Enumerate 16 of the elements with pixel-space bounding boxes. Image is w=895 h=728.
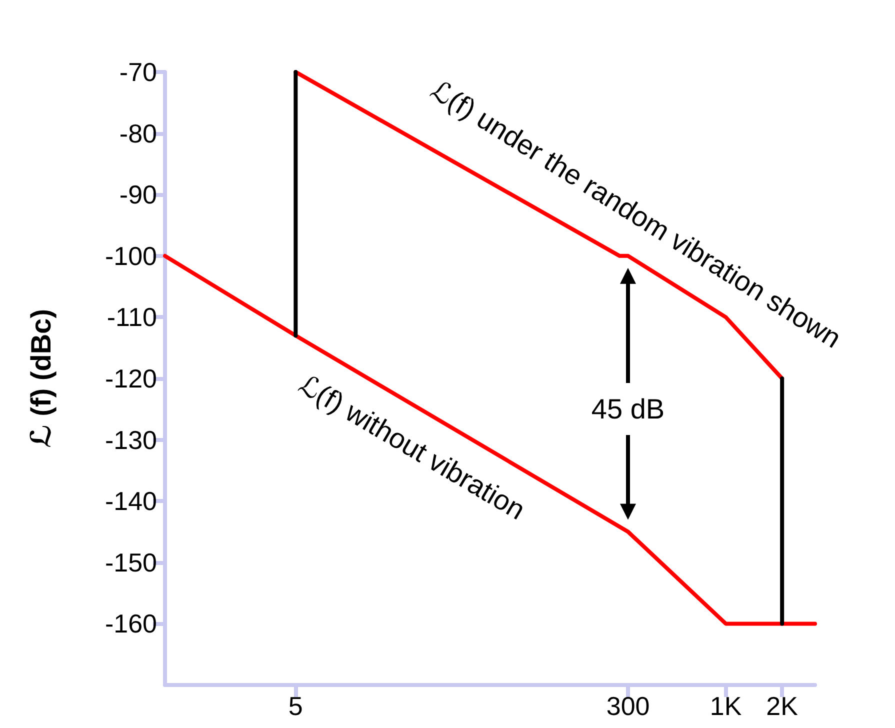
y-tick-label: -90 (119, 180, 157, 210)
y-tick-label: -140 (104, 486, 157, 516)
y-axis-title: ℒ (f) (dBc) (26, 308, 56, 448)
annotation: 45 dB (591, 394, 665, 424)
y-tick-label: -150 (104, 547, 157, 578)
x-tick-label: 300 (606, 691, 650, 721)
y-tick-label: -80 (119, 118, 157, 148)
x-tick-label: 2K (766, 691, 799, 721)
y-tick-label: -100 (104, 240, 157, 271)
y-tick-label: -110 (106, 302, 157, 332)
y-tick-label: -120 (104, 364, 157, 394)
y-tick-label: -70 (119, 57, 157, 87)
x-tick-label: 1K (710, 691, 742, 721)
y-tick-label: -160 (104, 608, 157, 639)
x-tick-label: 5 (288, 691, 303, 721)
y-tick-label: -130 (104, 424, 157, 455)
